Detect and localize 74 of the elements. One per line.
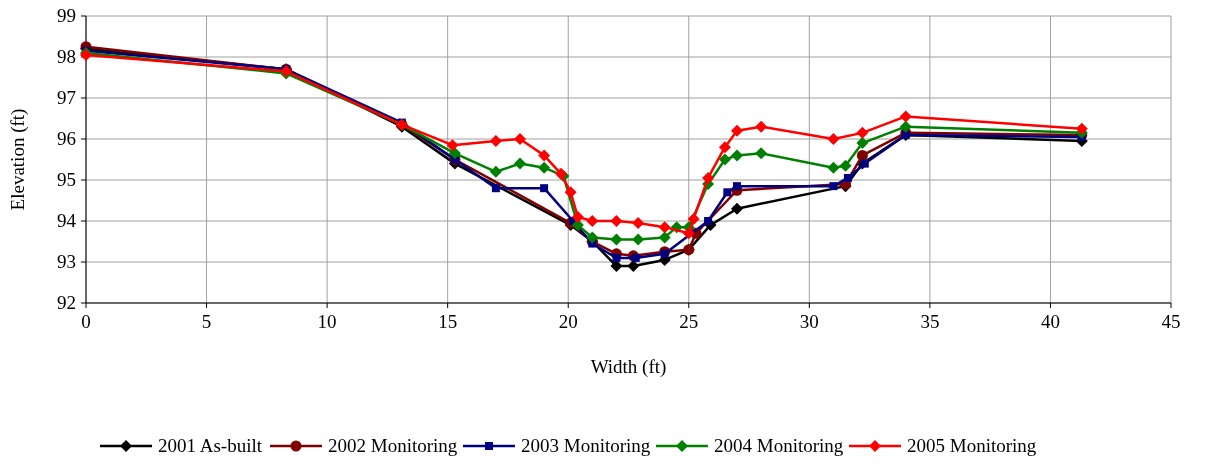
point [658,221,671,234]
point [610,260,623,273]
point [491,184,500,193]
y-tick-label: 95 [57,169,76,190]
x-tick-label: 0 [81,311,91,332]
point [843,173,852,182]
point [731,124,743,137]
point [610,215,623,227]
legend-label: 2004 Monitoring [714,435,844,456]
point [632,233,645,246]
point [612,253,621,262]
y-tick-label: 92 [57,292,76,313]
point [610,233,623,246]
y-tick-label: 98 [57,46,76,67]
point [899,110,912,123]
point [733,182,741,191]
point [538,149,551,162]
point [827,161,840,174]
point [489,135,502,148]
point [755,147,768,160]
y-tick-label: 94 [57,210,77,231]
point [731,149,743,162]
point [448,147,461,160]
point [489,165,502,178]
point [514,157,526,170]
point [899,120,912,133]
point [514,133,526,145]
point [446,139,459,152]
point [731,202,743,215]
point [856,149,868,161]
point [723,188,732,197]
x-tick-label: 35 [920,311,940,332]
point [540,184,549,193]
x-tick-label: 40 [1040,311,1060,332]
point [1075,122,1088,135]
point [718,141,731,154]
legend-label: 2002 Monitoring [328,435,458,456]
x-tick-label: 25 [679,311,699,332]
point [860,159,869,168]
point [586,215,599,227]
point [564,186,577,199]
point [682,227,695,240]
point [687,212,700,225]
legend-label: 2003 Monitoring [521,435,651,456]
x-tick-label: 15 [438,311,458,332]
point [571,210,584,223]
x-tick-label: 45 [1161,311,1181,332]
x-tick-label: 20 [558,311,578,332]
point [856,137,869,150]
point [632,217,645,230]
y-tick-label: 96 [57,128,76,149]
point [658,231,671,244]
x-tick-label: 10 [317,311,337,332]
point [829,182,838,191]
legend-label: 2001 As-built [158,435,263,456]
y-tick-label: 99 [57,5,76,26]
x-tick-label: 5 [201,311,212,332]
point [718,153,731,166]
legend-label: 2005 Monitoring [907,435,1037,456]
y-axis-title: Elevation (ft) [7,108,29,211]
point [627,260,640,273]
point [856,126,869,139]
y-tick-label: 93 [57,251,76,272]
point [827,133,840,145]
point [586,231,599,244]
point [704,217,713,225]
point [755,120,768,133]
x-tick-label: 30 [799,311,819,332]
point [702,171,715,184]
point [538,161,551,174]
y-tick-label: 97 [57,87,76,108]
x-axis-title: Width (ft) [590,356,667,378]
point [631,253,640,262]
point [839,159,852,172]
